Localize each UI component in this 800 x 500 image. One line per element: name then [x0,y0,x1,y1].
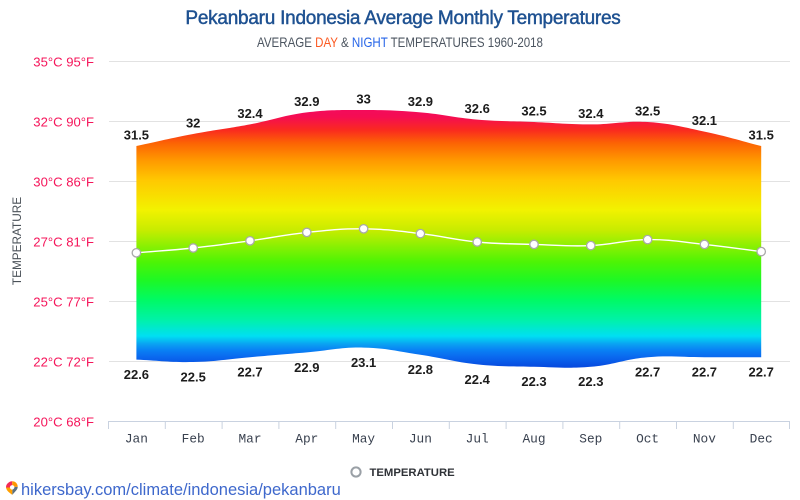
svg-text:32: 32 [186,115,200,130]
svg-text:31.5: 31.5 [124,127,149,142]
svg-text:22.3: 22.3 [578,374,603,389]
svg-text:32.4: 32.4 [578,106,604,121]
svg-text:22.7: 22.7 [692,365,717,380]
svg-text:22.8: 22.8 [408,362,433,377]
svg-text:32.4: 32.4 [237,106,263,121]
svg-text:22.5: 22.5 [181,369,206,384]
svg-text:Aug: Aug [522,432,545,447]
svg-text:25°C 77°F: 25°C 77°F [33,295,94,310]
svg-text:32.5: 32.5 [635,103,660,118]
svg-text:Apr: Apr [295,432,318,447]
svg-text:Dec: Dec [750,432,773,447]
svg-text:Sep: Sep [579,432,602,447]
svg-text:22.6: 22.6 [124,367,149,382]
svg-text:23.1: 23.1 [351,355,376,370]
svg-text:22.9: 22.9 [294,360,319,375]
svg-text:30°C 86°F: 30°C 86°F [33,175,94,190]
svg-text:22.4: 22.4 [465,372,491,387]
svg-text:Jul: Jul [466,432,489,447]
svg-text:32°C 90°F: 32°C 90°F [33,115,94,130]
svg-text:22.7: 22.7 [237,365,262,380]
svg-text:32.5: 32.5 [521,103,546,118]
svg-text:Jan: Jan [125,432,148,447]
svg-text:20°C 68°F: 20°C 68°F [33,415,94,430]
svg-text:Oct: Oct [636,432,659,447]
svg-text:22°C 72°F: 22°C 72°F [33,355,94,370]
svg-text:32.6: 32.6 [465,101,490,116]
svg-text:22.7: 22.7 [749,365,774,380]
svg-text:27°C 81°F: 27°C 81°F [33,235,94,250]
svg-text:32.9: 32.9 [408,94,433,109]
svg-text:22.3: 22.3 [521,374,546,389]
svg-text:Jun: Jun [409,432,432,447]
svg-text:TEMPERATURE: TEMPERATURE [370,467,456,479]
svg-text:33: 33 [356,91,370,106]
svg-text:May: May [352,432,375,447]
svg-text:Mar: Mar [238,432,261,447]
svg-text:31.5: 31.5 [749,127,774,142]
svg-text:32.1: 32.1 [692,113,717,128]
svg-text:22.7: 22.7 [635,365,660,380]
svg-text:35°C 95°F: 35°C 95°F [33,55,94,70]
svg-text:32.9: 32.9 [294,94,319,109]
svg-text:Nov: Nov [693,432,716,447]
svg-text:Feb: Feb [182,432,205,447]
svg-text:TEMPERATURE: TEMPERATURE [10,197,24,285]
